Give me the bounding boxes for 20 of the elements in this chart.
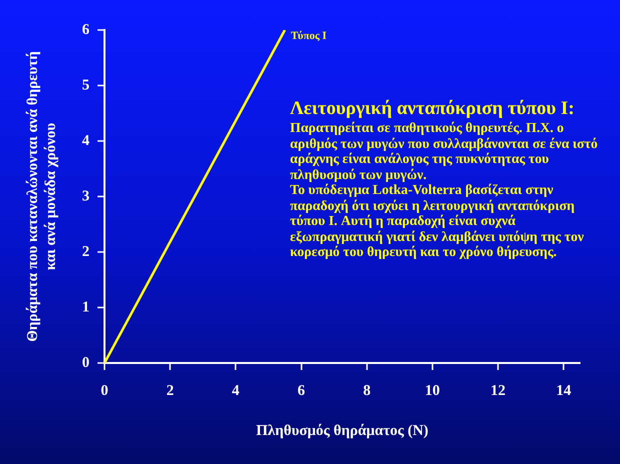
x-tick-label: 8 (363, 382, 371, 399)
series-label: Τύπος I (290, 30, 327, 42)
y-axis-title: Θηράματα που καταναλώνονται ανά θηρευτή και ανά μονάδα χρόνου (24, 51, 59, 342)
annotation: Λειτουργική ανταπόκριση τύπου I: (290, 98, 576, 120)
x-tick-label: 14 (556, 382, 572, 399)
y-tick-label: 5 (82, 77, 90, 94)
x-tick-label: 6 (298, 382, 306, 399)
text: Παρατηρείται σε παθητικούς θηρευτές. Π.Χ. ο αριθμός των μυγών που συλλαμβάνονται σε ένα ιστό αράχνης είναι ανάλογος της πυκνότητας του πληθυσμού των μυγών. Το υπόδειγμα Lotka-Volterra βασίζεται στην παραδοχή ότι ισχύει η λειτουργική ανταπόκριση τύπου I. Αυτή η παραδοχή είναι συχνά εξωπραγματική γιατί δεν λαμβάνει υπόψη της τον κορεσμό του θηρευτή και το χρόνο θήρευσης. (290, 120, 598, 259)
x-tick-label: 4 (232, 382, 240, 399)
x-axis-title: Πληθυσμός θηράματος (N) (256, 422, 428, 439)
y-tick-label: 0 (82, 354, 90, 371)
y-tick-label: 2 (82, 244, 90, 260)
x-tick-label: 2 (166, 382, 174, 399)
x-tick-label: 12 (490, 382, 506, 399)
y-tick-label: 6 (82, 22, 90, 38)
y-tick-label: 4 (82, 132, 90, 149)
y-tick-label: 1 (82, 299, 90, 316)
x-tick-label: 0 (100, 382, 108, 399)
y-tick-label: 3 (82, 188, 90, 204)
x-tick-label: 10 (424, 382, 440, 399)
